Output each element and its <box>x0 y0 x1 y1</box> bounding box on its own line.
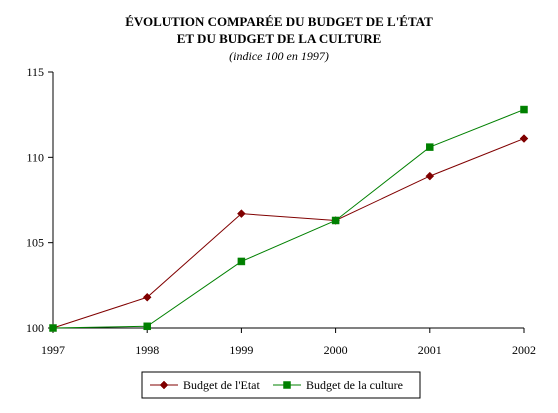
data-point-budget-culture <box>331 216 340 225</box>
x-tick-label: 2001 <box>418 343 442 357</box>
legend-label: Budget de l'Etat <box>183 378 260 392</box>
y-tick-label: 100 <box>26 321 44 335</box>
chart-subtitle: (indice 100 en 1997) <box>229 49 329 63</box>
y-tick-label: 115 <box>26 65 44 79</box>
legend-swatch-marker <box>159 380 169 390</box>
x-tick-label: 1997 <box>41 343 65 357</box>
data-point-budget-culture <box>520 105 528 114</box>
data-point-budget-etat <box>237 209 246 219</box>
data-point-budget-etat <box>519 134 529 143</box>
x-tick-label: 1998 <box>135 343 159 357</box>
data-point-budget-culture <box>49 324 57 332</box>
data-point-budget-etat <box>425 171 435 181</box>
series-line-budget-culture <box>52 109 525 329</box>
y-tick-label: 110 <box>26 150 44 164</box>
data-point-budget-culture <box>237 257 246 266</box>
data-point-budget-culture <box>426 143 434 151</box>
data-point-budget-etat <box>142 292 152 302</box>
x-tick-label: 1999 <box>229 343 253 357</box>
chart-title-line-2: ET DU BUDGET DE LA CULTURE <box>176 31 382 46</box>
data-point-budget-culture <box>143 322 151 331</box>
legend-swatch-marker <box>283 381 291 389</box>
x-tick-label: 2002 <box>512 343 536 357</box>
y-tick-label: 105 <box>26 236 44 250</box>
x-tick-label: 2000 <box>324 343 348 357</box>
chart-title-line-1: ÉVOLUTION COMPARÉE DU BUDGET DE L'ÉTAT <box>125 14 433 29</box>
legend-label: Budget de la culture <box>306 378 403 392</box>
series-line-budget-etat <box>52 138 525 329</box>
